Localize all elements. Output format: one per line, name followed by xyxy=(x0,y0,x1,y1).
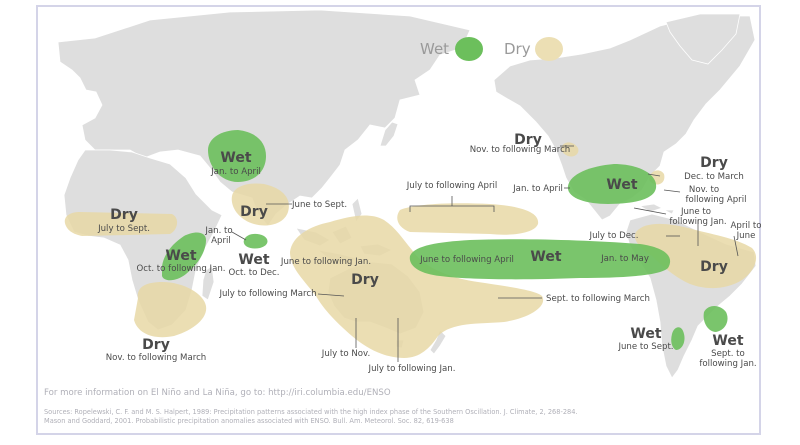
dry-australia-title: Dry xyxy=(351,272,379,288)
annotation-nov-april-2: following April xyxy=(685,195,746,205)
annotation-june-april-pacific: June to following April xyxy=(419,255,514,265)
footer-info-link[interactable]: For more information on El Niño and La N… xyxy=(44,388,391,398)
wet-pacific-title: Wet xyxy=(530,249,561,265)
dry-se-us-season: Dec. to March xyxy=(684,172,744,182)
wet-region-india xyxy=(208,130,266,182)
landmass-north-america xyxy=(493,15,756,221)
legend: Wet Dry xyxy=(420,37,563,61)
dry-arabia-season: June to Sept. xyxy=(291,200,347,210)
wet-se-s-america-title: Wet xyxy=(712,333,743,349)
wet-region-east-africa xyxy=(162,232,206,281)
annotation-nov-april-1: Nov. to xyxy=(689,185,719,195)
dry-se-us-title: Dry xyxy=(700,155,728,171)
dry-region-central-pacific xyxy=(397,203,539,235)
wet-region-central-pacific xyxy=(409,239,671,280)
footer-source-1: Sources: Ropelewski, C. F. and M. S. Hal… xyxy=(44,408,578,416)
landmass-new-zealand xyxy=(429,329,447,355)
annotation-july-jan: July to following Jan. xyxy=(368,364,456,374)
dry-s-america-title: Dry xyxy=(700,259,728,275)
annotation-july-march: July to following March xyxy=(218,289,316,299)
footer-source-2: Mason and Goddard, 2001. Probabilistic p… xyxy=(44,417,454,425)
wet-s-india-title: Wet xyxy=(238,252,269,268)
dry-w-africa-season: July to Sept. xyxy=(97,224,150,234)
annotation-june-jan-2: following Jan. xyxy=(669,217,726,227)
wet-region-chile xyxy=(671,327,685,350)
annotation-july-nov: July to Nov. xyxy=(321,349,370,359)
wet-se-s-america-season-1: Sept. to xyxy=(711,349,745,359)
legend-wet-swatch xyxy=(455,37,483,61)
wet-chile-season: June to Sept. xyxy=(617,342,673,352)
annotation-june-jan-indo: June to following Jan. xyxy=(280,257,371,267)
region-labels: Wet Jan. to April Dry June to Sept. Dry … xyxy=(97,132,757,369)
wet-region-gulf-us xyxy=(567,164,657,204)
landmass-japan xyxy=(379,121,399,147)
landmass-madagascar xyxy=(201,265,215,301)
wet-chile-title: Wet xyxy=(630,326,661,342)
dry-s-africa-title: Dry xyxy=(142,337,170,353)
wet-regions xyxy=(162,130,728,350)
annotations: June to following Jan. July to following… xyxy=(218,181,761,374)
wet-region-se-south-america xyxy=(703,306,728,332)
wet-india-title: Wet xyxy=(220,150,251,166)
dry-region-west-africa xyxy=(64,212,178,236)
leader-lines xyxy=(231,145,739,362)
annotation-sept-march: Sept. to following March xyxy=(546,294,650,304)
legend-wet-label: Wet xyxy=(420,40,449,58)
wet-region-south-india xyxy=(243,233,268,249)
dry-regions xyxy=(64,142,757,358)
jan-april-line2: April xyxy=(211,236,231,246)
legend-dry-swatch xyxy=(535,37,563,61)
dry-nw-us-title: Dry xyxy=(514,132,542,148)
wet-se-s-america-season-2: following Jan. xyxy=(699,359,756,369)
dry-arabia-title: Dry xyxy=(240,204,268,220)
wet-s-india-season: Oct. to Dec. xyxy=(228,268,279,278)
wet-india-season: Jan. to April xyxy=(210,167,261,177)
dry-region-south-africa xyxy=(134,282,207,338)
wet-gulf-title: Wet xyxy=(606,177,637,193)
annotation-jan-may: Jan. to May xyxy=(600,254,649,264)
annotation-april-june-1: April to xyxy=(730,221,761,231)
annotation-july-april: July to following April xyxy=(406,181,498,191)
annotation-july-dec: July to Dec. xyxy=(589,231,639,241)
dry-w-africa-title: Dry xyxy=(110,207,138,223)
legend-dry-label: Dry xyxy=(504,40,531,58)
dry-s-africa-season: Nov. to following March xyxy=(106,353,207,363)
dry-region-indo-australia xyxy=(290,215,544,358)
annotation-april-june-2: June xyxy=(736,231,756,241)
annotation-june-jan-1: June to xyxy=(680,207,711,217)
dry-nw-us-season: Nov. to following March xyxy=(470,145,571,155)
annotation-jan-april-gulf: Jan. to April xyxy=(512,184,563,194)
dry-region-arabia xyxy=(231,183,289,226)
wet-e-africa-season: Oct. to following Jan. xyxy=(136,264,225,274)
landmass-greenland xyxy=(665,13,741,65)
dry-region-south-america xyxy=(634,223,757,289)
wet-e-africa-title: Wet xyxy=(165,248,196,264)
jan-april-line1: Jan. to xyxy=(204,226,232,236)
